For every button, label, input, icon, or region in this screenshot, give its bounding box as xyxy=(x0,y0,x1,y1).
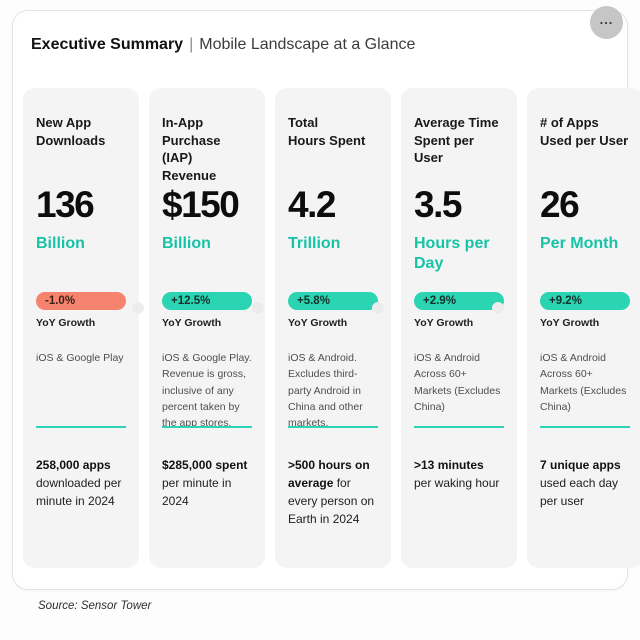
header-title: Executive Summary xyxy=(31,36,184,53)
growth-section: +12.5% YoY Growth xyxy=(162,292,252,336)
growth-label: YoY Growth xyxy=(36,317,96,330)
metric-note: iOS & Google Play. Revenue is gross, inc… xyxy=(162,352,252,430)
stat-highlight: >500 hours on average xyxy=(288,458,370,491)
ellipsis-icon: ... xyxy=(599,12,614,27)
divider xyxy=(414,426,504,429)
stat-highlight: >13 minutes xyxy=(414,458,484,473)
source-attribution: Source: Sensor Tower xyxy=(38,600,152,612)
metric-title: In-App Purchase (IAP) Revenue xyxy=(162,115,221,183)
metric-panel-new-app-downloads: New App Downloads 136 Billion -1.0% YoY … xyxy=(23,88,139,569)
stat-text: for every person on Earth in 2024 xyxy=(288,476,375,527)
divider xyxy=(288,426,378,429)
divider xyxy=(162,426,252,429)
metric-panel-avg-time: Average Time Spent per User 3.5 Hours pe… xyxy=(401,88,517,569)
metric-value: 26 xyxy=(540,184,580,226)
metric-value: 4.2 xyxy=(288,184,336,226)
connector-dot xyxy=(492,302,504,315)
metric-title: New App Downloads xyxy=(36,115,106,148)
growth-badge: +2.9% xyxy=(414,292,504,311)
header-separator: | xyxy=(189,36,194,53)
metric-stat: >500 hours on average for every person o… xyxy=(288,456,378,528)
growth-section: -1.0% YoY Growth xyxy=(36,292,126,336)
growth-label: YoY Growth xyxy=(540,317,600,330)
metric-stat: 258,000 apps downloaded per minute in 20… xyxy=(36,456,126,510)
metric-note: iOS & Google Play xyxy=(36,352,124,365)
growth-badge: -1.0% xyxy=(36,292,126,311)
metric-title: Average Time Spent per User xyxy=(414,115,499,166)
stat-highlight: 258,000 apps xyxy=(36,458,111,473)
stat-text: per minute in 2024 xyxy=(162,476,232,509)
metric-unit: Hours per Day xyxy=(414,235,490,273)
metric-unit: Billion xyxy=(162,235,211,253)
metric-panel-apps-used: # of Apps Used per User 26 Per Month +9.… xyxy=(527,88,640,569)
growth-badge: +9.2% xyxy=(540,292,630,311)
metric-note: iOS & Android. Excludes third-party Andr… xyxy=(288,352,363,430)
metric-value: 3.5 xyxy=(414,184,462,226)
metric-note: iOS & Android Across 60+ Markets (Exclud… xyxy=(540,352,627,413)
stat-text: per waking hour xyxy=(414,476,500,491)
divider xyxy=(540,426,630,429)
metric-panel-total-hours: Total Hours Spent 4.2 Trillion +5.8% YoY… xyxy=(275,88,391,569)
stat-text: downloaded per minute in 2024 xyxy=(36,476,122,509)
metric-note: iOS & Android Across 60+ Markets (Exclud… xyxy=(414,352,501,413)
metric-unit: Billion xyxy=(36,235,85,253)
growth-label: YoY Growth xyxy=(288,317,348,330)
metric-stat: 7 unique apps used each day per user xyxy=(540,456,630,510)
stat-text: used each day per user xyxy=(540,476,619,509)
growth-label: YoY Growth xyxy=(414,317,474,330)
connector-dot xyxy=(372,302,384,315)
ellipsis-menu-button[interactable]: ... xyxy=(590,6,623,39)
growth-section: +9.2% YoY Growth xyxy=(540,292,630,336)
metric-panel-iap-revenue: In-App Purchase (IAP) Revenue $150 Billi… xyxy=(149,88,265,569)
metric-value: 136 xyxy=(36,184,95,226)
metric-title: Total Hours Spent xyxy=(288,115,366,148)
stat-highlight: 7 unique apps xyxy=(540,458,621,473)
connector-dot xyxy=(252,302,264,315)
stat-highlight: $285,000 spent xyxy=(162,458,248,473)
summary-card: Executive Summary | Mobile Landscape at a … xyxy=(12,10,640,590)
connector-dot xyxy=(132,302,144,315)
metrics-grid: New App Downloads 136 Billion -1.0% YoY … xyxy=(23,88,640,569)
growth-label: YoY Growth xyxy=(162,317,222,330)
metric-title: # of Apps Used per User xyxy=(540,115,629,148)
growth-section: +2.9% YoY Growth xyxy=(414,292,504,336)
metric-unit: Trillion xyxy=(288,235,341,253)
header-subtitle: Mobile Landscape at a Glance xyxy=(199,36,416,53)
metric-stat: >13 minutes per waking hour xyxy=(414,456,504,492)
metric-unit: Per Month xyxy=(540,235,619,253)
metric-value: $150 xyxy=(162,184,240,226)
growth-badge: +12.5% xyxy=(162,292,252,311)
metric-stat: $285,000 spent per minute in 2024 xyxy=(162,456,252,510)
page-title: Executive Summary | Mobile Landscape at a … xyxy=(31,35,609,54)
growth-section: +5.8% YoY Growth xyxy=(288,292,378,336)
growth-badge: +5.8% xyxy=(288,292,378,311)
divider xyxy=(36,426,126,429)
